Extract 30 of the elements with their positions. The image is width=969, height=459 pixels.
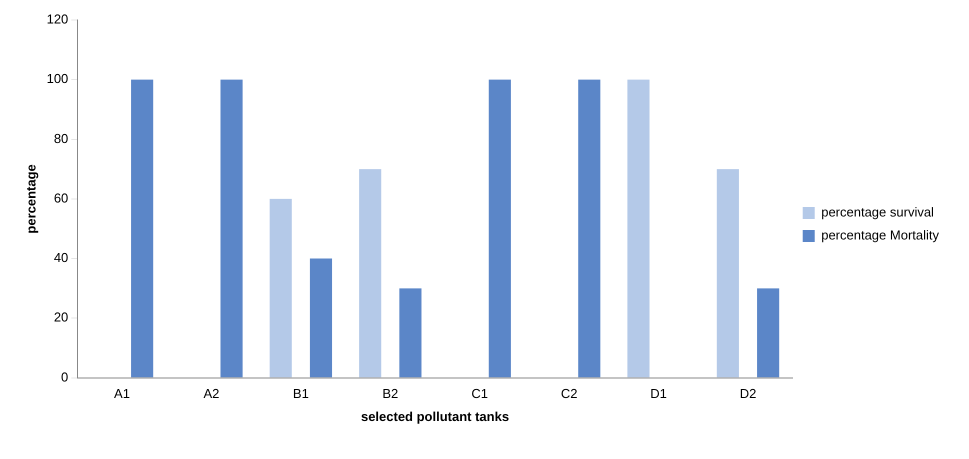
x-tick-label: C1 — [471, 386, 488, 402]
x-axis-title: selected pollutant tanks — [360, 408, 510, 424]
y-tick-label: 0 — [61, 369, 68, 384]
legend-label: percentage Mortality — [821, 228, 940, 243]
bar — [488, 80, 511, 378]
bar — [578, 80, 600, 378]
y-tick-label: 60 — [54, 190, 68, 206]
bar — [220, 80, 243, 378]
bar — [757, 288, 780, 378]
bar — [310, 258, 332, 378]
y-tick-label: 40 — [54, 250, 68, 266]
x-tick-label: B1 — [292, 386, 309, 402]
x-tick-label: D1 — [650, 386, 667, 402]
legend-label: percentage survival — [821, 204, 934, 220]
x-tick-label: A2 — [203, 386, 220, 402]
y-tick-label: 100 — [46, 71, 68, 86]
x-tick-label: A1 — [114, 386, 130, 402]
y-tick-label: 80 — [54, 130, 68, 146]
bar — [716, 169, 739, 378]
bar — [627, 80, 650, 378]
bar — [131, 80, 154, 378]
x-tick-label: D2 — [740, 386, 756, 402]
x-tick-label: C2 — [560, 386, 578, 402]
y-tick-label: 120 — [46, 12, 68, 27]
bar — [359, 169, 382, 378]
y-tick-label: 20 — [54, 310, 68, 325]
bar — [399, 288, 422, 378]
x-tick-label: B2 — [382, 386, 398, 402]
y-axis-title: percentage — [23, 164, 38, 234]
bar — [270, 198, 292, 378]
